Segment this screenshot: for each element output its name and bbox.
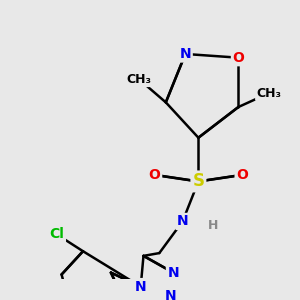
Text: N: N <box>179 47 191 61</box>
Text: N: N <box>167 266 179 280</box>
Text: O: O <box>232 51 244 65</box>
Text: CH₃: CH₃ <box>126 73 151 85</box>
Text: N: N <box>165 289 176 300</box>
Text: H: H <box>208 219 218 232</box>
Text: O: O <box>149 168 161 182</box>
Text: CH₃: CH₃ <box>256 86 282 100</box>
Text: Cl: Cl <box>50 227 64 242</box>
Text: N: N <box>177 214 188 229</box>
Text: S: S <box>192 172 204 190</box>
Text: N: N <box>135 280 146 294</box>
Text: O: O <box>236 168 248 182</box>
